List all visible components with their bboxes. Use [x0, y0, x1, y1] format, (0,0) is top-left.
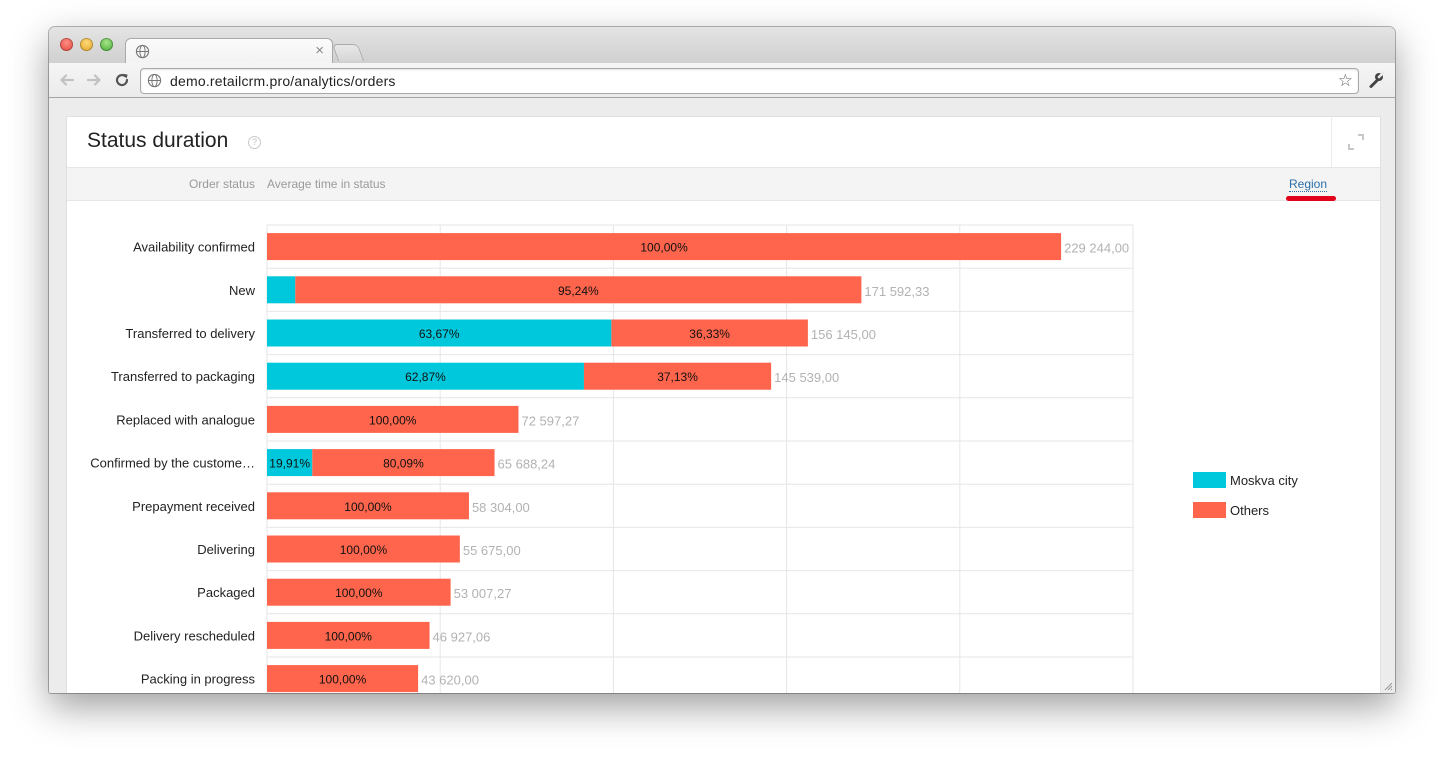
- status-duration-chart: Availability confirmed 100,00% 229 244,00 N…: [90, 224, 1134, 693]
- filter-label: Order status: [188, 177, 255, 191]
- bar-segment-moskva[interactable]: [267, 276, 296, 304]
- bar-percent-label: 62,87%: [405, 370, 446, 384]
- bar-total-label: 229 244,00: [1064, 241, 1129, 256]
- expand-icon: [1348, 134, 1364, 150]
- bar-total-label: 43 620,00: [421, 673, 479, 688]
- bar-total-label: 72 597,27: [521, 413, 579, 428]
- new-tab-button[interactable]: [331, 44, 365, 61]
- page-content: Status duration ? Order status Average t…: [49, 98, 1395, 693]
- report-card: Status duration ? Order status Average t…: [67, 117, 1380, 693]
- title-bar: ×: [49, 27, 1395, 65]
- region-group-link[interactable]: Region: [1289, 177, 1328, 192]
- category-label: Packing in progress: [141, 672, 256, 687]
- close-window-button[interactable]: [60, 38, 73, 51]
- bar-total-label: 46 927,06: [433, 629, 491, 644]
- help-icon[interactable]: ?: [248, 136, 261, 149]
- browser-toolbar: demo.retailcrm.pro/analytics/orders ☆: [49, 63, 1395, 98]
- bar-total-label: 171 592,33: [864, 284, 929, 299]
- resize-grip-icon[interactable]: [1383, 681, 1393, 691]
- bar-segment-others[interactable]: [267, 621, 430, 649]
- forward-icon[interactable]: [85, 71, 103, 89]
- bar-segment-moskva[interactable]: [267, 319, 612, 347]
- bar-percent-label: 100,00%: [335, 586, 383, 600]
- browser-window: × demo.retailcrm.pro/analytics/orders ☆: [49, 27, 1395, 693]
- bar-percent-label: 100,00%: [319, 673, 367, 687]
- reload-icon[interactable]: [113, 71, 131, 89]
- bar-segment-others[interactable]: [267, 492, 469, 520]
- bar-segment-others[interactable]: [267, 233, 1062, 261]
- bar-percent-label: 36,33%: [689, 327, 730, 341]
- bar-segment-others[interactable]: [267, 405, 519, 433]
- bar-segment-others[interactable]: [267, 665, 419, 693]
- category-label: Availability confirmed: [133, 240, 255, 255]
- bar-percent-label: 19,91%: [269, 457, 310, 471]
- bar-segment-others[interactable]: [611, 319, 808, 347]
- address-bar[interactable]: demo.retailcrm.pro/analytics/orders ☆: [140, 68, 1359, 94]
- url-text[interactable]: demo.retailcrm.pro/analytics/orders: [170, 73, 396, 89]
- bar-percent-label: 100,00%: [340, 543, 388, 557]
- expand-button[interactable]: [1331, 117, 1380, 167]
- bar-total-label: 53 007,27: [454, 586, 512, 601]
- star-icon[interactable]: ☆: [1337, 71, 1353, 90]
- zoom-window-button[interactable]: [100, 38, 113, 51]
- category-label: Delivering: [197, 542, 255, 557]
- bar-total-label: 145 539,00: [774, 370, 839, 385]
- bar-segment-others[interactable]: [267, 535, 460, 563]
- category-label: Prepayment received: [132, 499, 255, 514]
- tab-close-icon[interactable]: ×: [315, 42, 324, 59]
- bar-percent-label: 63,67%: [419, 327, 460, 341]
- globe-icon: [135, 44, 150, 59]
- filter-bar: Order status Average time in status Regi…: [67, 167, 1380, 201]
- bar-total-label: 58 304,00: [472, 500, 530, 515]
- back-icon[interactable]: [58, 71, 76, 89]
- category-label: Confirmed by the custome…: [90, 456, 255, 471]
- legend-swatch-others: [1193, 502, 1226, 518]
- bar-percent-label: 37,13%: [657, 370, 698, 384]
- bar-segment-moskva[interactable]: [267, 449, 313, 477]
- category-label: New: [229, 283, 256, 298]
- legend-label-moskva: Moskva city: [1230, 473, 1298, 488]
- bar-segment-others[interactable]: [583, 362, 772, 390]
- bar-total-label: 156 145,00: [811, 327, 876, 342]
- bar-segment-others[interactable]: [312, 449, 495, 477]
- bar-total-label: 55 675,00: [463, 543, 521, 558]
- wrench-icon[interactable]: [1367, 71, 1385, 89]
- bar-percent-label: 100,00%: [640, 241, 688, 255]
- category-label: Packaged: [197, 585, 255, 600]
- bar-segment-others[interactable]: [267, 578, 451, 606]
- bar-percent-label: 100,00%: [344, 500, 392, 514]
- bar-percent-label: 100,00%: [369, 413, 417, 427]
- region-highlight-mark: [1286, 196, 1336, 201]
- bar-segment-moskva[interactable]: [267, 362, 584, 390]
- page-title: Status duration: [87, 129, 229, 152]
- bar-percent-label: 95,24%: [558, 284, 599, 298]
- category-label: Replaced with analogue: [116, 412, 255, 427]
- filter-value: Average time in status: [267, 177, 386, 191]
- bar-segment-others[interactable]: [295, 276, 862, 304]
- legend-label-others: Others: [1230, 503, 1270, 518]
- globe-icon: [147, 73, 162, 88]
- category-label: Transferred to packaging: [111, 369, 255, 384]
- bar-percent-label: 100,00%: [325, 629, 373, 643]
- category-label: Transferred to delivery: [125, 326, 255, 341]
- bar-percent-label: 80,09%: [383, 457, 424, 471]
- category-label: Delivery rescheduled: [134, 628, 255, 643]
- browser-tab[interactable]: ×: [125, 38, 333, 65]
- bar-total-label: 65 688,24: [498, 457, 556, 472]
- minimize-window-button[interactable]: [80, 38, 93, 51]
- legend-swatch-moskva: [1193, 472, 1226, 488]
